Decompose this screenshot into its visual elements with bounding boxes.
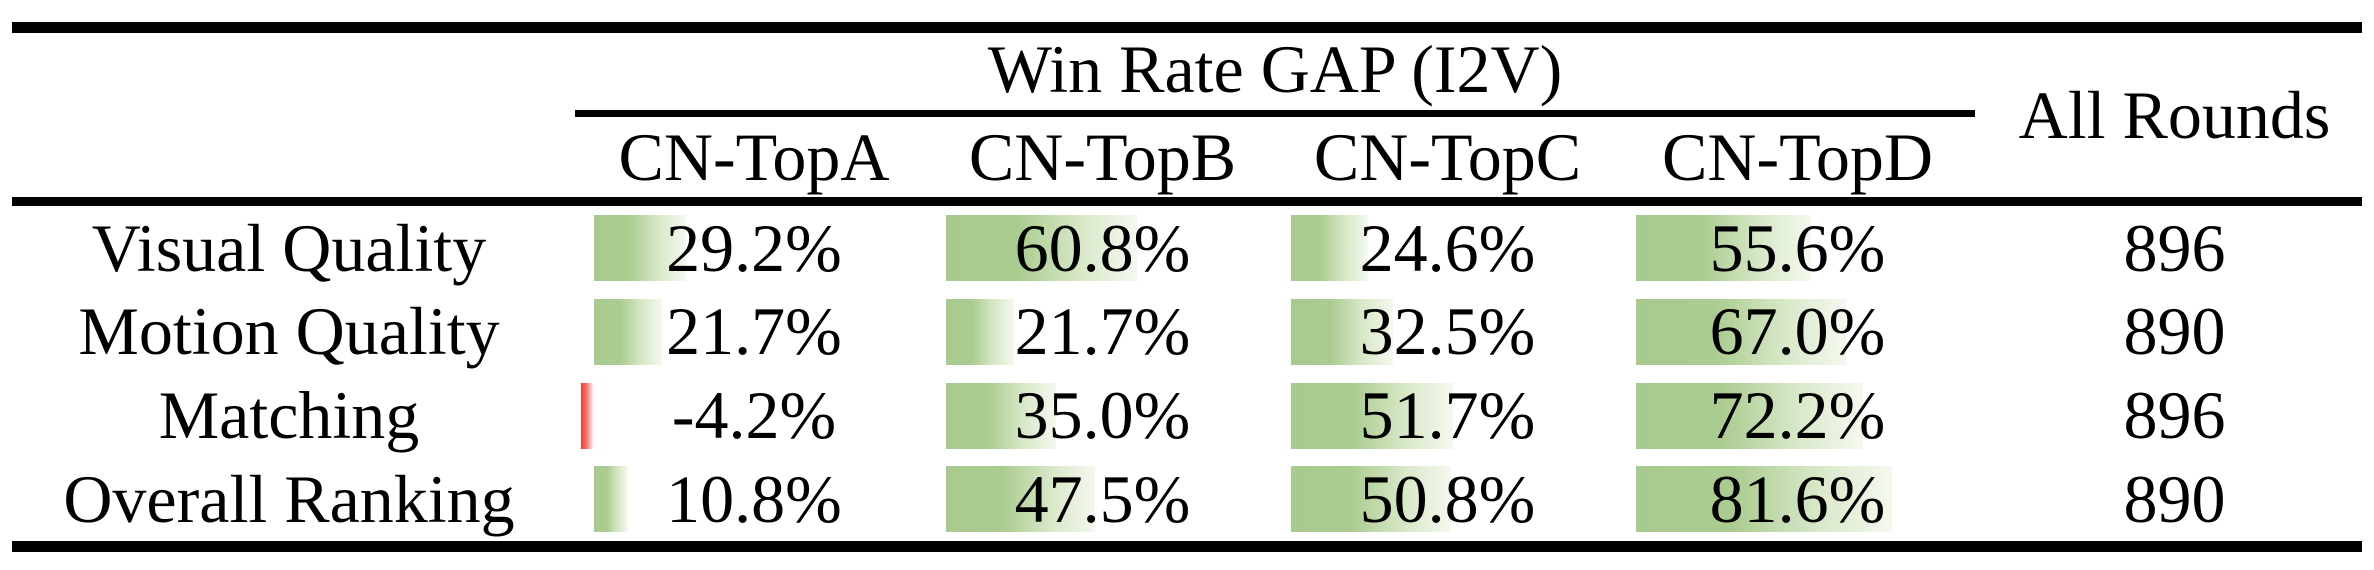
databar-positive bbox=[1291, 382, 1454, 449]
databar-positive bbox=[946, 298, 1015, 365]
win-rate-cell: -4.2% bbox=[578, 374, 930, 458]
databar-positive bbox=[1636, 382, 1863, 449]
win-rate-cell: 72.2% bbox=[1620, 374, 1975, 458]
win-rate-cell: 50.8% bbox=[1275, 457, 1620, 541]
all-rounds-value: 890 bbox=[2123, 293, 2226, 370]
databar-positive bbox=[594, 215, 686, 281]
win-rate-value: 81.6% bbox=[1709, 460, 1886, 537]
win-rate-value: 72.2% bbox=[1709, 377, 1886, 453]
databar-positive bbox=[1291, 466, 1451, 533]
win-rate-value: 29.2% bbox=[666, 209, 842, 286]
databar-positive bbox=[1636, 298, 1847, 365]
column-header-cn-topa: CN-TopA bbox=[618, 118, 890, 195]
win-rate-cell: 55.6% bbox=[1620, 206, 1975, 290]
win-rate-value: 55.6% bbox=[1709, 209, 1886, 286]
table-top-rule bbox=[12, 22, 2362, 33]
table-row-overall-ranking: Overall Ranking 10.8% 47.5% 50.8% 81.6% 890 bbox=[0, 457, 2374, 541]
databar-positive bbox=[594, 466, 628, 533]
all-rounds-value: 890 bbox=[2123, 460, 2226, 537]
win-rate-cell: 35.0% bbox=[930, 374, 1275, 458]
databar-positive bbox=[946, 215, 1137, 281]
win-rate-cell: 47.5% bbox=[930, 457, 1275, 541]
win-rate-value: 32.5% bbox=[1359, 293, 1536, 370]
databar-positive bbox=[1636, 466, 1893, 533]
group-header-underline-rule bbox=[575, 110, 1975, 117]
win-rate-cell: 51.7% bbox=[1275, 374, 1620, 458]
win-rate-value: 35.0% bbox=[1014, 377, 1191, 453]
win-rate-value: 50.8% bbox=[1359, 460, 1536, 537]
databar-positive bbox=[946, 466, 1096, 533]
win-rate-value: 47.5% bbox=[1014, 460, 1191, 537]
win-rate-value: 10.8% bbox=[666, 460, 842, 537]
row-label: Visual Quality bbox=[91, 209, 487, 286]
win-rate-value: 21.7% bbox=[1014, 293, 1191, 370]
win-rate-cell: 67.0% bbox=[1620, 290, 1975, 374]
databar-negative bbox=[580, 382, 594, 449]
win-rate-cell: 21.7% bbox=[930, 290, 1275, 374]
column-header-cn-topc: CN-TopC bbox=[1313, 118, 1582, 195]
group-header-title: Win Rate GAP (I2V) bbox=[987, 30, 1563, 107]
databar-positive bbox=[946, 382, 1056, 449]
databar-positive bbox=[594, 298, 663, 365]
row-label: Matching bbox=[158, 377, 420, 453]
all-rounds-column-header: All Rounds bbox=[2018, 76, 2331, 153]
header-body-separator-rule bbox=[12, 197, 2362, 206]
table-row-visual-quality: Visual Quality 29.2% 60.8% 24.6% 55.6% 896 bbox=[0, 206, 2374, 290]
row-label: Motion Quality bbox=[78, 293, 500, 370]
column-header-cn-topd: CN-TopD bbox=[1661, 118, 1933, 195]
all-rounds-value: 896 bbox=[2123, 377, 2226, 453]
databar-positive bbox=[1636, 215, 1811, 281]
win-rate-cell: 32.5% bbox=[1275, 290, 1620, 374]
win-rate-cell: 60.8% bbox=[930, 206, 1275, 290]
win-rate-cell: 81.6% bbox=[1620, 457, 1975, 541]
all-rounds-value: 896 bbox=[2123, 209, 2226, 286]
table-bottom-rule bbox=[12, 541, 2362, 552]
win-rate-cell: 21.7% bbox=[578, 290, 930, 374]
databar-positive bbox=[1291, 215, 1369, 281]
table-row-matching: Matching -4.2% 35.0% 51.7% 72.2% 896 bbox=[0, 374, 2374, 458]
row-label: Overall Ranking bbox=[63, 460, 515, 537]
win-rate-value: -4.2% bbox=[671, 377, 837, 453]
win-rate-value: 67.0% bbox=[1709, 293, 1886, 370]
win-rate-value: 21.7% bbox=[666, 293, 842, 370]
win-rate-value: 51.7% bbox=[1359, 377, 1536, 453]
win-rate-value: 60.8% bbox=[1014, 209, 1191, 286]
table-row-motion-quality: Motion Quality 21.7% 21.7% 32.5% 67.0% 890 bbox=[0, 290, 2374, 374]
win-rate-cell: 29.2% bbox=[578, 206, 930, 290]
column-header-cn-topb: CN-TopB bbox=[968, 118, 1237, 195]
win-rate-value: 24.6% bbox=[1359, 209, 1536, 286]
win-rate-cell: 10.8% bbox=[578, 457, 930, 541]
win-rate-cell: 24.6% bbox=[1275, 206, 1620, 290]
databar-positive bbox=[1291, 298, 1394, 365]
